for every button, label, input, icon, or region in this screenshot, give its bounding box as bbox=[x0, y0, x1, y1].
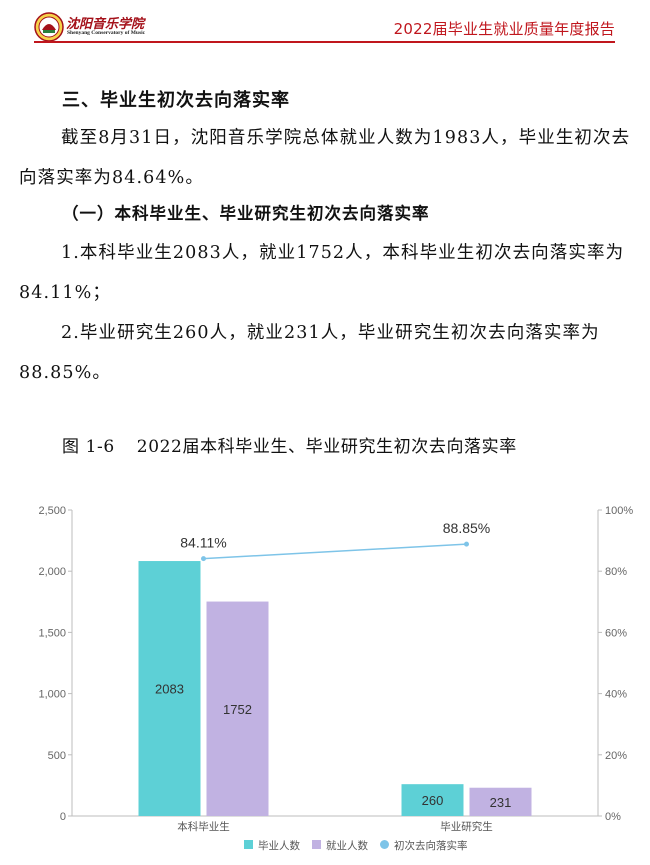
x-axis-category-label: 本科毕业生 bbox=[177, 820, 230, 833]
bar-data-label: 260 bbox=[422, 793, 444, 808]
legend-swatch bbox=[380, 840, 389, 849]
right-axis-tick-label: 20% bbox=[605, 750, 627, 762]
bar-data-label: 2083 bbox=[155, 682, 184, 697]
rate-data-label: 84.11% bbox=[180, 535, 226, 551]
left-axis-tick-label: 1,000 bbox=[38, 689, 66, 701]
header-divider bbox=[34, 41, 615, 43]
figure-caption: 图 1-6 2022届本科毕业生、毕业研究生初次去向落实率 bbox=[62, 432, 539, 457]
legend-label: 就业人数 bbox=[326, 839, 368, 852]
legend-swatch bbox=[244, 840, 253, 849]
right-axis-tick-label: 80% bbox=[605, 566, 627, 578]
bar-data-label: 1752 bbox=[223, 702, 252, 717]
logo-subtitle: Shenyang Conservatory of Music bbox=[67, 30, 146, 36]
bar-graduates bbox=[138, 561, 201, 816]
left-axis-tick-label: 0 bbox=[60, 811, 66, 823]
rate-point bbox=[464, 541, 469, 547]
x-axis-category-label: 毕业研究生 bbox=[440, 820, 493, 833]
school-logo: 沈阳音乐学院 Shenyang Conservatory of Music bbox=[34, 12, 174, 44]
left-axis-tick-label: 2,000 bbox=[38, 566, 66, 578]
paragraph-postgraduate: 2.毕业研究生260人，就业231人，毕业研究生初次去向落实率为88.85%。 bbox=[19, 323, 600, 383]
school-emblem-icon bbox=[34, 12, 64, 42]
legend-label: 毕业人数 bbox=[258, 839, 300, 852]
logo-title: 沈阳音乐学院 bbox=[66, 17, 145, 32]
left-axis-tick-label: 2,500 bbox=[38, 505, 66, 517]
paragraph-overall: 截至8月31日，沈阳音乐学院总体就业人数为1983人，毕业生初次去向落实率为84… bbox=[19, 128, 631, 188]
right-axis-tick-label: 0% bbox=[605, 811, 621, 823]
rate-data-label: 88.85% bbox=[443, 520, 490, 536]
bar-employed bbox=[469, 787, 532, 816]
bar-data-label: 231 bbox=[490, 795, 512, 810]
left-axis-tick-label: 1,500 bbox=[38, 627, 66, 639]
bar-graduates bbox=[401, 784, 464, 816]
rate-point bbox=[201, 556, 206, 562]
legend-swatch bbox=[312, 840, 321, 849]
legend-label: 初次去向落实率 bbox=[394, 839, 468, 852]
bar-employed bbox=[206, 601, 269, 816]
paragraph-undergraduate: 1.本科毕业生2083人，就业1752人，本科毕业生初次去向落实率为84.11%… bbox=[19, 243, 625, 303]
right-axis-tick-label: 40% bbox=[605, 689, 627, 701]
right-axis-tick-label: 60% bbox=[605, 627, 627, 639]
figure-number: 图 1-6 bbox=[62, 437, 115, 457]
section-heading: 三、毕业生初次去向落实率 bbox=[62, 90, 290, 111]
rate-line bbox=[203, 543, 467, 560]
right-axis-tick-label: 100% bbox=[605, 505, 633, 517]
left-axis-tick-label: 500 bbox=[48, 750, 66, 762]
report-title: 2022届毕业生就业质量年度报告 bbox=[393, 20, 615, 38]
sub-heading: （一）本科毕业生、毕业研究生初次去向落实率 bbox=[62, 204, 430, 223]
page-header: 沈阳音乐学院 Shenyang Conservatory of Music 20… bbox=[0, 0, 650, 48]
employment-rate-chart: 0 500 1,000 1,500 2,000 2,500 0% 20% 40% 60% 80% 10… bbox=[38, 505, 633, 852]
figure-title: 2022届本科毕业生、毕业研究生初次去向落实率 bbox=[136, 437, 517, 457]
